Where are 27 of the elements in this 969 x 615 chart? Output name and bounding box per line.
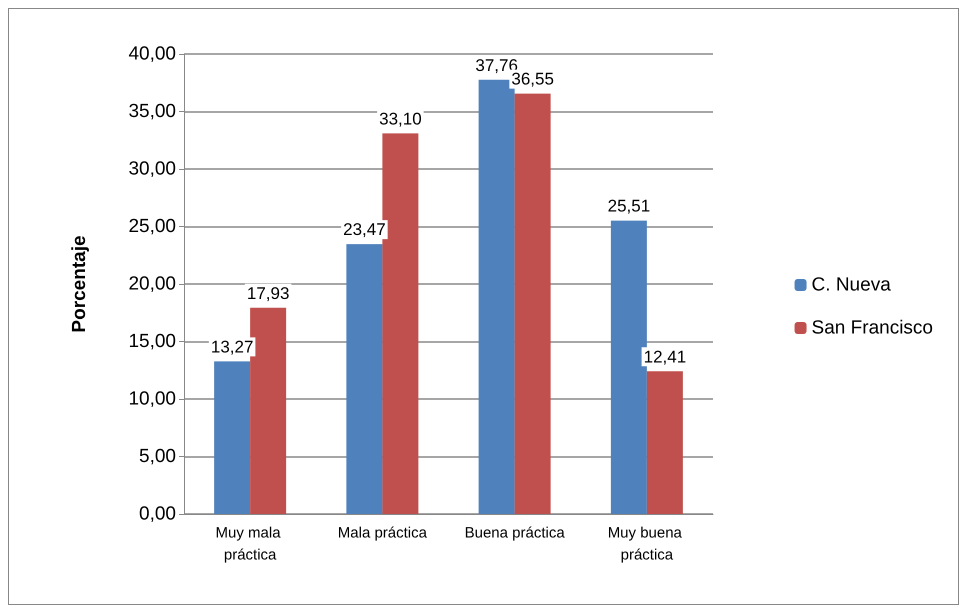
legend-label: San Francisco bbox=[812, 318, 934, 338]
bar bbox=[514, 94, 551, 514]
data-label: 33,10 bbox=[379, 109, 422, 128]
legend-label: C. Nueva bbox=[812, 274, 892, 296]
y-tick-label: 35,00 bbox=[128, 101, 176, 122]
x-tick-label: Muy buena práctica bbox=[608, 524, 686, 564]
data-label: 23,47 bbox=[343, 220, 386, 240]
y-tick-label: 15,00 bbox=[128, 331, 176, 352]
y-tick-label: 40,00 bbox=[128, 44, 176, 64]
y-tick-label: 25,00 bbox=[128, 216, 176, 237]
bar bbox=[346, 244, 382, 514]
data-label: 13,27 bbox=[210, 337, 254, 356]
data-label: 36,55 bbox=[511, 70, 554, 89]
y-tick-label: 30,00 bbox=[128, 158, 176, 180]
y-tick-label: 0,00 bbox=[139, 504, 176, 524]
y-axis-title: Porcentaje bbox=[69, 235, 90, 333]
y-tick-label: 5,00 bbox=[139, 446, 176, 467]
bar bbox=[214, 361, 250, 514]
y-tick-label: 10,00 bbox=[128, 388, 176, 410]
data-label: 17,93 bbox=[246, 284, 290, 303]
data-label: 25,51 bbox=[608, 196, 650, 216]
x-tick-label: Buena práctica bbox=[464, 524, 566, 542]
bar bbox=[646, 371, 683, 514]
y-tick-label: 20,00 bbox=[128, 274, 176, 294]
x-tick-label: Muy mala práctica bbox=[216, 524, 285, 564]
x-tick-label: Mala práctica bbox=[338, 524, 428, 542]
data-label: 12,41 bbox=[644, 347, 686, 366]
